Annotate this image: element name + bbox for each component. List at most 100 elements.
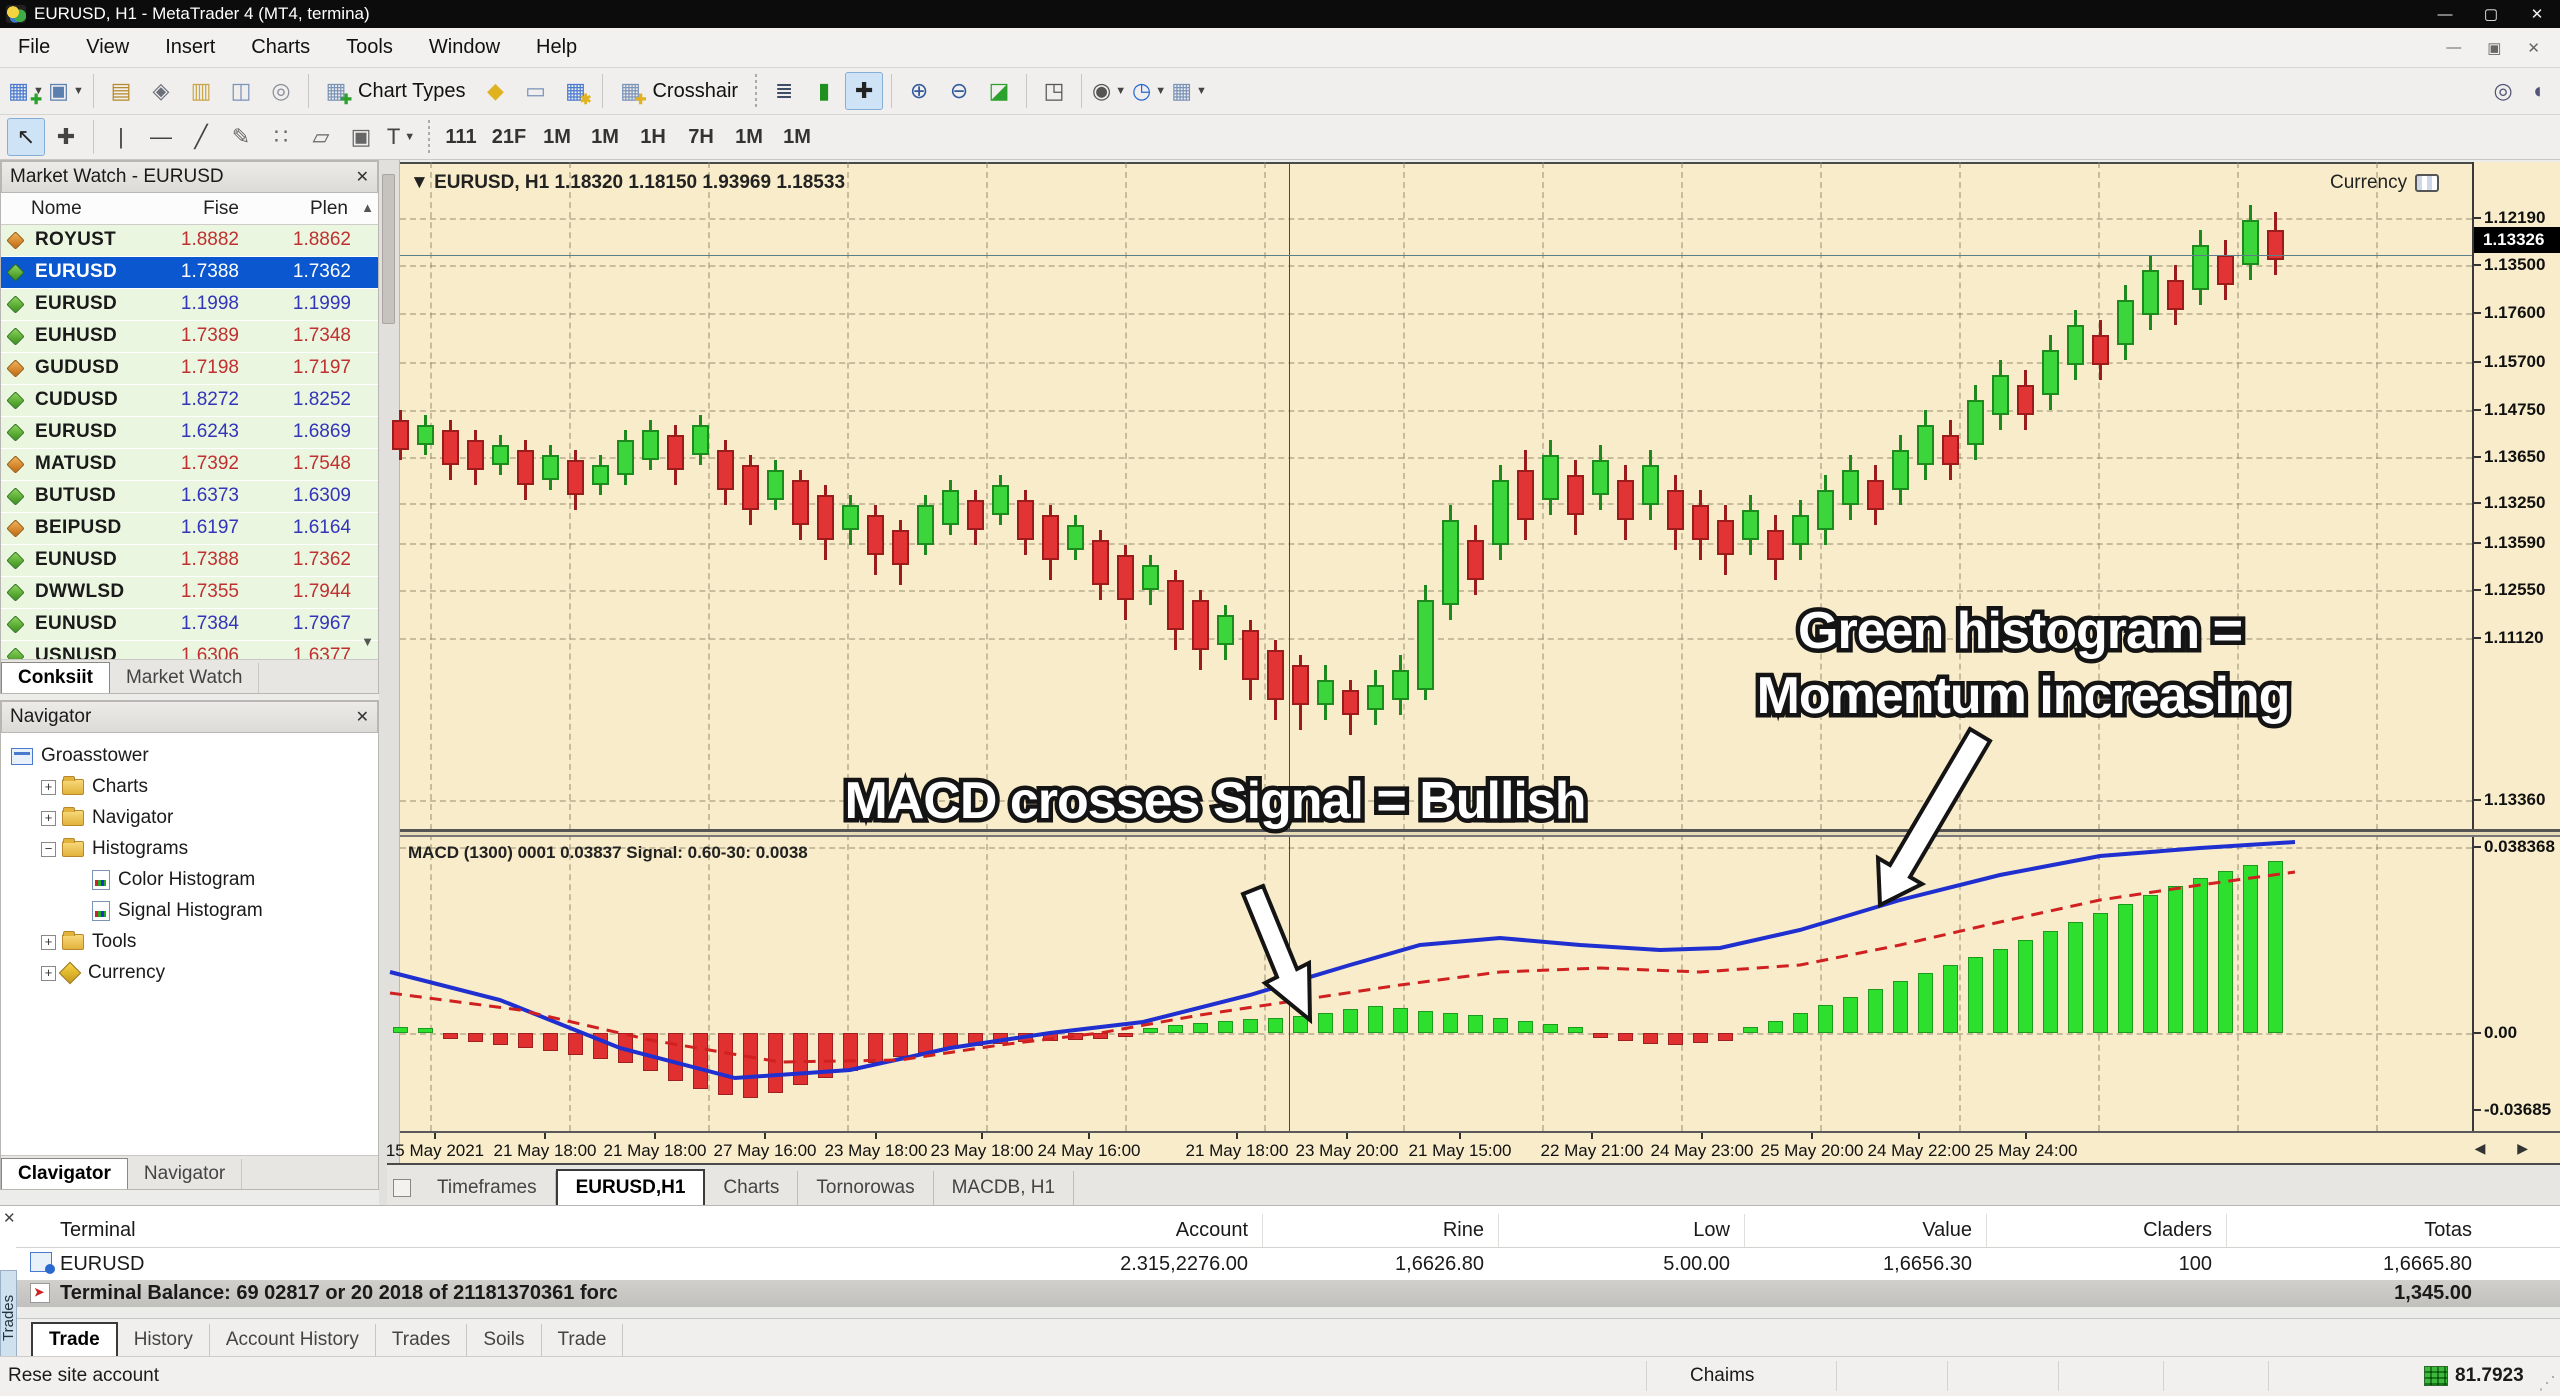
tree-item-histograms[interactable]: − Histograms bbox=[41, 834, 188, 864]
chart-tab-timeframes[interactable]: Timeframes bbox=[419, 1171, 556, 1205]
terminal-tab-trade-0[interactable]: Trade bbox=[31, 1322, 118, 1356]
timeframe-button-4[interactable]: 1H bbox=[640, 125, 666, 148]
terminal-column-account[interactable]: Account bbox=[1175, 1219, 1248, 1241]
tab-navigator[interactable]: Navigator bbox=[128, 1159, 243, 1189]
terminal-tab-account-history-2[interactable]: Account History bbox=[210, 1324, 376, 1356]
mdi-minimize-button[interactable]: — bbox=[2446, 38, 2462, 56]
search-button[interactable]: ◎ bbox=[262, 72, 300, 110]
terminal-column-rine[interactable]: Rine bbox=[1442, 1219, 1484, 1241]
close-icon[interactable]: ✕ bbox=[355, 169, 369, 186]
market-watch-row[interactable]: EURUSD 1.7388 1.7362 bbox=[1, 257, 378, 289]
market-watch-row[interactable]: EUNUSD 1.7384 1.7967 bbox=[1, 609, 378, 641]
tree-item-currency[interactable]: + Currency bbox=[41, 958, 165, 988]
timeframe-button-7[interactable]: 1M bbox=[783, 125, 811, 148]
data-window-button[interactable]: ◈ bbox=[142, 72, 180, 110]
menu-view[interactable]: View bbox=[86, 36, 130, 58]
horizontal-line-button[interactable]: — bbox=[142, 118, 180, 156]
close-icon[interactable]: ✕ bbox=[355, 709, 369, 726]
template-button[interactable]: ◆ bbox=[476, 72, 514, 110]
tree-item-charts[interactable]: + Charts bbox=[41, 772, 148, 802]
column-ask[interactable]: Plen bbox=[309, 198, 348, 219]
timeframe-button-6[interactable]: 1M bbox=[735, 125, 763, 148]
timeframe-button-0[interactable]: 111 bbox=[445, 125, 477, 148]
fibonacci-button[interactable]: ∷ bbox=[262, 118, 300, 156]
maximize-button[interactable]: ▢ bbox=[2483, 6, 2499, 23]
market-watch-button[interactable]: ▤ bbox=[102, 72, 140, 110]
terminal-column-low[interactable]: Low bbox=[1693, 1219, 1730, 1241]
close-icon[interactable]: ✕ bbox=[3, 1210, 16, 1227]
terminal-tab-trade-5[interactable]: Trade bbox=[542, 1324, 624, 1356]
zoom-out-button[interactable]: ⊖ bbox=[940, 72, 978, 110]
crosshair-cursor-button[interactable]: ✚ bbox=[845, 72, 884, 110]
vertical-line-button[interactable]: | bbox=[102, 118, 140, 156]
chart-tab-eurusd-h1[interactable]: EURUSD,H1 bbox=[555, 1169, 706, 1205]
period-list-button[interactable]: ◷ ▼ bbox=[1130, 72, 1168, 110]
menu-charts[interactable]: Charts bbox=[251, 36, 311, 58]
chart-shift-button[interactable]: ◳ bbox=[1035, 72, 1073, 110]
minimize-button[interactable]: — bbox=[2437, 5, 2453, 23]
auto-scroll-button[interactable]: ◪ bbox=[980, 72, 1018, 110]
market-watch-row[interactable]: EURUSD 1.6243 1.6869 bbox=[1, 417, 378, 449]
tab-conksiit[interactable]: Conksiit bbox=[1, 662, 110, 693]
terminal-tab-history-1[interactable]: History bbox=[118, 1324, 210, 1356]
market-watch-row[interactable]: EUHUSD 1.7389 1.7348 bbox=[1, 321, 378, 353]
terminal-column-value[interactable]: Value bbox=[1922, 1219, 1972, 1241]
resize-grip-icon[interactable]: ⋰ bbox=[2538, 1373, 2556, 1393]
column-symbol[interactable]: Nome bbox=[31, 198, 82, 219]
indicator-list-button[interactable]: ◉ ▼ bbox=[1090, 72, 1128, 110]
indicators-button[interactable]: ▦ ✚ bbox=[317, 72, 355, 110]
tree-item-navigator[interactable]: + Navigator bbox=[41, 803, 173, 833]
terminal-data-row[interactable]: EURUSD 2.315,2276.00 1,6626.80 5.00.00 1,66… bbox=[16, 1248, 2560, 1280]
tab-clavigator[interactable]: Clavigator bbox=[1, 1158, 128, 1189]
timeframe-button-2[interactable]: 1M bbox=[543, 125, 571, 148]
terminal-side-tab[interactable]: Trades bbox=[0, 1270, 17, 1365]
period-window-button[interactable]: ▭ bbox=[516, 72, 554, 110]
crosshair-grid-button[interactable]: ▦ ✚ bbox=[611, 72, 649, 110]
terminal-column-claders[interactable]: Claders bbox=[2143, 1219, 2212, 1241]
market-watch-row[interactable]: CUDUSD 1.8272 1.8252 bbox=[1, 385, 378, 417]
tree-item-signal-histogram[interactable]: Signal Histogram bbox=[92, 896, 263, 926]
market-watch-row[interactable]: BUTUSD 1.6373 1.6309 bbox=[1, 481, 378, 513]
chat-icon[interactable]: ◖ bbox=[2530, 78, 2544, 103]
menu-insert[interactable]: Insert bbox=[165, 36, 216, 58]
expand-icon[interactable]: + bbox=[41, 965, 56, 981]
profiles-button[interactable]: ▣ ▼ bbox=[47, 72, 85, 110]
scroll-down-icon[interactable]: ▼ bbox=[361, 634, 374, 649]
market-watch-row[interactable]: EUNUSD 1.7388 1.7362 bbox=[1, 545, 378, 577]
crosshair-button[interactable]: ✚ bbox=[47, 118, 85, 156]
menu-window[interactable]: Window bbox=[428, 36, 501, 58]
terminal-balance-row[interactable]: Terminal Balance: 69 02817 or 20 2018 of… bbox=[16, 1280, 2560, 1307]
pane-splitter[interactable] bbox=[400, 829, 2560, 837]
close-button[interactable]: ✕ bbox=[2530, 6, 2544, 23]
search-icon[interactable]: ◎ bbox=[2493, 78, 2513, 103]
tab-corner-icon[interactable] bbox=[393, 1179, 411, 1197]
timeframe-button-1[interactable]: 21F bbox=[491, 125, 527, 148]
market-watch-row[interactable]: ROYUST 1.8882 1.8862 bbox=[1, 225, 378, 257]
chart-tab-charts[interactable]: Charts bbox=[705, 1171, 799, 1205]
menu-file[interactable]: File bbox=[18, 36, 51, 58]
expert-settings-button[interactable]: ▦ ✱ bbox=[556, 72, 594, 110]
market-watch-row[interactable]: MATUSD 1.7392 1.7548 bbox=[1, 449, 378, 481]
tab-market-watch[interactable]: Market Watch bbox=[110, 663, 260, 693]
market-watch-row[interactable]: USNUSD 1.6306 1.6377 bbox=[1, 641, 378, 661]
timeframe-button-5[interactable]: 7H bbox=[688, 125, 714, 148]
trendline-button[interactable]: ╱ bbox=[182, 118, 220, 156]
terminal-tab-trades-3[interactable]: Trades bbox=[376, 1324, 468, 1356]
expand-icon[interactable]: + bbox=[41, 779, 56, 795]
expand-icon[interactable]: + bbox=[41, 810, 56, 826]
copy-button[interactable]: ◫ bbox=[222, 72, 260, 110]
expand-icon[interactable]: + bbox=[41, 934, 56, 950]
menu-tools[interactable]: Tools bbox=[346, 36, 393, 58]
column-bid[interactable]: Fise bbox=[203, 198, 239, 219]
pencil-button[interactable]: ✎ bbox=[222, 118, 260, 156]
timeframe-button-3[interactable]: 1M bbox=[591, 125, 619, 148]
chart-tab-macdb-h1[interactable]: MACDB, H1 bbox=[934, 1171, 1075, 1205]
axis-scroll-arrows-icon[interactable]: ◀ ▶ bbox=[2474, 1140, 2542, 1156]
arrows-tool-button[interactable]: T ▼ bbox=[382, 118, 420, 156]
tree-item-tools[interactable]: + Tools bbox=[41, 927, 136, 957]
channel-button[interactable]: ▱ bbox=[302, 118, 340, 156]
panel-splitter[interactable] bbox=[379, 160, 400, 1205]
candlestick-button[interactable]: ▮ bbox=[805, 72, 843, 110]
zoom-in-button[interactable]: ⊕ bbox=[900, 72, 938, 110]
terminal-column-totas[interactable]: Totas bbox=[2424, 1219, 2472, 1241]
